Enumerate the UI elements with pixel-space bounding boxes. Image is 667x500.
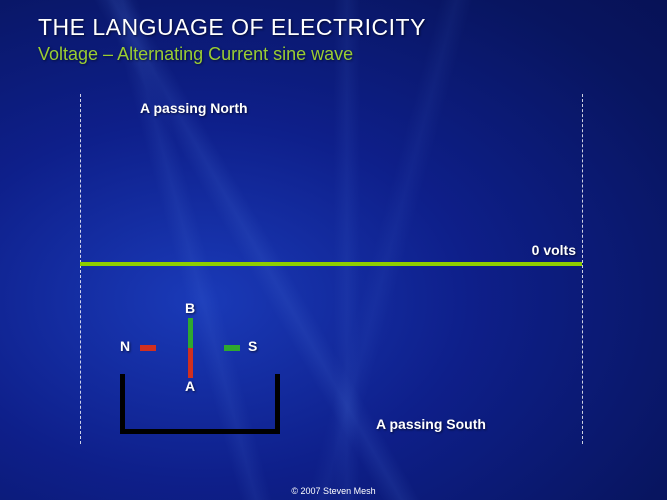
slide-subtitle: Voltage – Alternating Current sine wave	[38, 44, 353, 65]
zero-volt-line	[80, 262, 582, 266]
label-terminal-b: B	[185, 300, 195, 316]
boundary-left-dashed	[80, 94, 81, 444]
ab-bar-upper	[188, 318, 193, 348]
label-north: N	[120, 338, 130, 354]
footer-copyright: © 2007 Steven Mesh	[0, 486, 667, 496]
label-terminal-a: A	[185, 378, 195, 394]
ab-bar-lower	[188, 348, 193, 378]
label-passing-north: A passing North	[140, 100, 248, 116]
south-pole-bar	[224, 345, 240, 351]
boundary-right-dashed	[582, 94, 583, 444]
label-passing-south: A passing South	[376, 416, 486, 432]
north-pole-bar	[140, 345, 156, 351]
slide-title: THE LANGUAGE OF ELECTRICITY	[38, 14, 426, 41]
label-south: S	[248, 338, 257, 354]
label-zero-volts: 0 volts	[532, 242, 576, 258]
slide: THE LANGUAGE OF ELECTRICITY Voltage – Al…	[0, 0, 667, 500]
generator-frame	[120, 374, 280, 434]
